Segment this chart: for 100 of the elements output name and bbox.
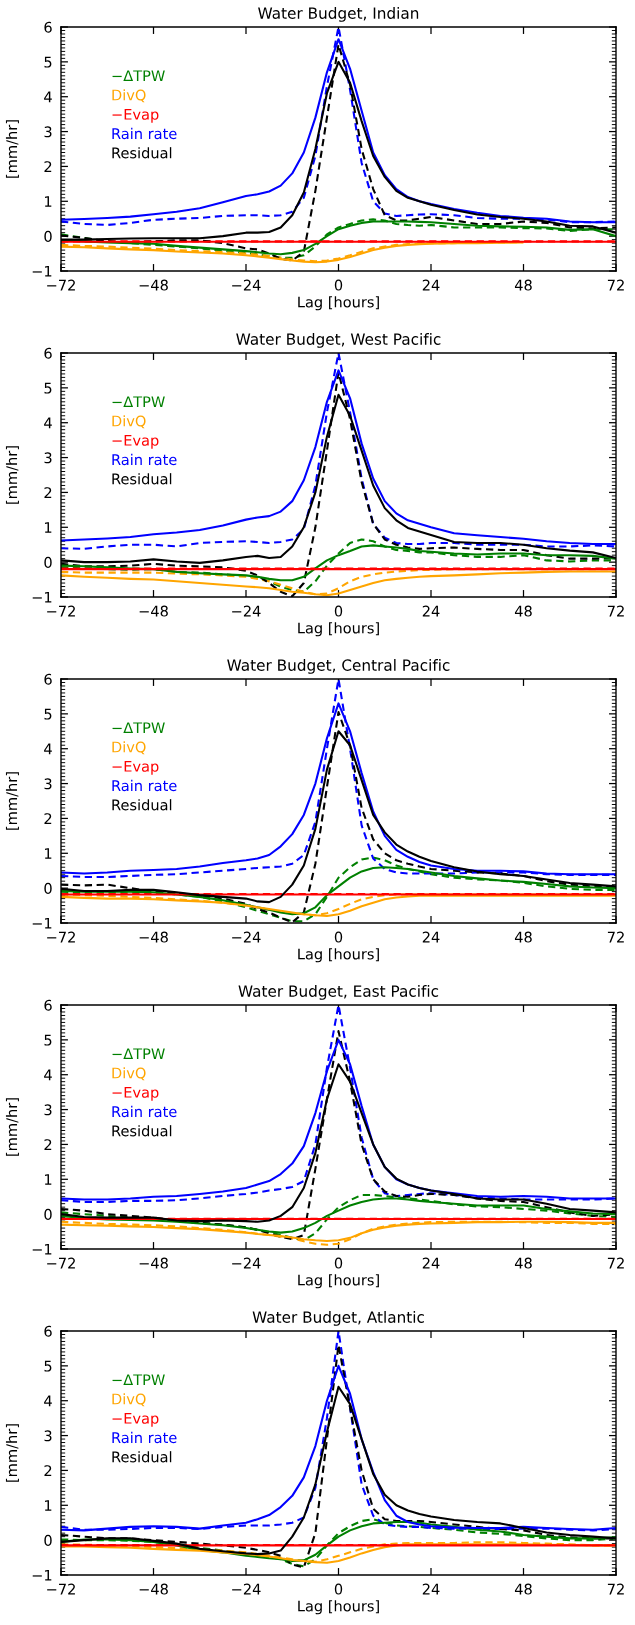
y-tick-label: 1: [44, 196, 52, 207]
y-tick-label: 1: [44, 522, 52, 533]
x-tick-label: 48: [514, 1583, 532, 1595]
x-tick-label: 0: [334, 1257, 343, 1269]
x-tick-label: −48: [139, 605, 168, 617]
x-tick-label: −72: [47, 279, 75, 291]
text: Residual: [112, 1125, 172, 1137]
x-tick-label: −72: [47, 931, 75, 943]
x-tick-label: 0: [334, 279, 343, 291]
x-tick-label: −48: [139, 279, 168, 291]
chart-title: Water Budget, Indian: [258, 7, 419, 22]
x-tick-label: −48: [139, 931, 168, 943]
y-tick-label: 5: [44, 1360, 52, 1372]
x-tick-label: 24: [422, 279, 440, 291]
x-axis-title: Lag [hours]: [298, 1600, 379, 1615]
y-tick-label: 6: [44, 1325, 52, 1337]
y-tick-label: 0: [44, 556, 52, 568]
text: −Evap: [112, 434, 159, 449]
x-tick-label: −72: [47, 1583, 75, 1595]
text: Rain rate: [112, 127, 177, 140]
y-tick-label: −1: [32, 591, 52, 603]
text: DivQ: [112, 415, 146, 429]
y-tick-label: 4: [44, 91, 52, 103]
text: −Evap: [112, 108, 159, 123]
y-tick-label: 6: [44, 999, 52, 1011]
x-tick-label: −24: [232, 1257, 261, 1269]
y-tick-label: 2: [44, 1465, 52, 1476]
chart-title: Water Budget, Atlantic: [252, 1311, 424, 1326]
text: Residual: [112, 1451, 172, 1463]
y-tick-label: 6: [44, 673, 52, 685]
x-tick-label: 24: [422, 605, 440, 617]
y-axis-title: [mm/hr]: [5, 120, 19, 178]
text: −ΔTPW: [112, 1374, 165, 1386]
y-tick-label: 0: [44, 230, 52, 242]
y-tick-label: 6: [44, 347, 52, 359]
y-tick-label: 4: [44, 417, 52, 429]
x-tick-label: 0: [334, 1583, 343, 1595]
text: Rain rate: [112, 779, 177, 792]
x-tick-label: 0: [334, 605, 343, 617]
text: −ΔTPW: [112, 722, 165, 734]
text: −ΔTPW: [112, 396, 165, 408]
y-tick-label: 5: [44, 56, 52, 68]
y-axis-title: [mm/hr]: [5, 1424, 19, 1482]
y-tick-label: 0: [44, 882, 52, 894]
y-tick-label: 1: [44, 1500, 52, 1511]
x-tick-label: −48: [139, 1257, 168, 1269]
text: Rain rate: [112, 1105, 177, 1118]
text: −Evap: [112, 760, 159, 775]
y-tick-label: 5: [44, 708, 52, 720]
x-tick-label: −72: [47, 605, 75, 617]
text: Residual: [112, 147, 172, 159]
x-tick-label: 0: [334, 931, 343, 943]
y-tick-label: 1: [44, 848, 52, 859]
text: DivQ: [112, 1393, 146, 1407]
y-axis-title: [mm/hr]: [5, 772, 19, 830]
x-tick-label: −24: [232, 1583, 261, 1595]
x-tick-label: 24: [422, 1257, 440, 1269]
x-axis-title: Lag [hours]: [298, 296, 379, 311]
y-tick-label: −1: [32, 1243, 52, 1255]
y-tick-label: 3: [44, 452, 52, 464]
x-tick-label: 48: [514, 1257, 532, 1269]
y-tick-label: −1: [32, 917, 52, 929]
x-tick-label: 48: [514, 279, 532, 291]
x-tick-label: 72: [607, 931, 624, 943]
text: −Evap: [112, 1086, 159, 1101]
y-tick-label: 4: [44, 743, 52, 755]
x-tick-label: −24: [232, 605, 261, 617]
y-tick-label: 2: [44, 813, 52, 824]
y-tick-label: 3: [44, 778, 52, 790]
x-tick-label: 48: [514, 605, 532, 617]
y-tick-label: 2: [44, 487, 52, 498]
x-tick-label: 48: [514, 931, 532, 943]
x-tick-label: −24: [232, 279, 261, 291]
x-tick-label: −72: [47, 1257, 75, 1269]
y-tick-label: 2: [44, 161, 52, 172]
y-tick-label: −1: [32, 265, 52, 277]
x-tick-label: 72: [607, 1583, 624, 1595]
y-tick-label: 0: [44, 1534, 52, 1546]
x-axis-title: Lag [hours]: [298, 622, 379, 637]
y-tick-label: 3: [44, 1104, 52, 1116]
x-tick-label: 24: [422, 931, 440, 943]
text: −Evap: [112, 1412, 159, 1427]
text: DivQ: [112, 741, 146, 755]
text: Rain rate: [112, 453, 177, 466]
y-tick-label: 4: [44, 1069, 52, 1081]
chart-title: Water Budget, West Pacific: [236, 333, 441, 348]
y-tick-label: 5: [44, 382, 52, 394]
x-tick-label: 72: [607, 279, 624, 291]
x-axis-title: Lag [hours]: [298, 948, 379, 963]
y-axis-title: [mm/hr]: [5, 446, 19, 504]
text: Rain rate: [112, 1431, 177, 1444]
chart-title: Water Budget, East Pacific: [238, 985, 439, 1000]
y-tick-label: 3: [44, 126, 52, 138]
y-tick-label: 5: [44, 1034, 52, 1046]
y-tick-label: 1: [44, 1174, 52, 1185]
x-tick-label: 72: [607, 1257, 624, 1269]
x-tick-label: −24: [232, 931, 261, 943]
y-tick-label: 4: [44, 1395, 52, 1407]
y-tick-label: 6: [44, 21, 52, 33]
text: DivQ: [112, 89, 146, 103]
